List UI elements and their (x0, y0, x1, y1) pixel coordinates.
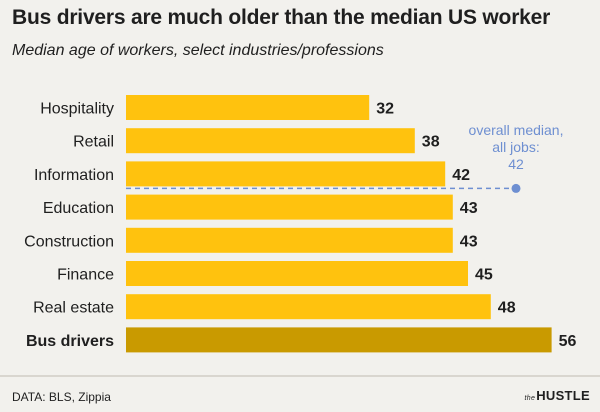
bar-education (126, 194, 453, 220)
chart-subtitle: Median age of workers, select industries… (12, 42, 384, 59)
median-marker-dot (511, 183, 521, 193)
brand-name: HUSTLE (536, 388, 590, 403)
bar-construction (126, 227, 453, 253)
brand-prefix: the (524, 395, 536, 402)
category-label: Retail (73, 134, 114, 151)
chart-title: Bus drivers are much older than the medi… (12, 6, 551, 29)
median-annotation-text: overall median, (469, 122, 564, 138)
value-label: 45 (475, 267, 493, 284)
value-label: 32 (376, 101, 394, 118)
value-label: 56 (559, 333, 577, 350)
bar-retail (126, 128, 415, 154)
category-label: Hospitality (40, 101, 114, 118)
source-text: DATA: BLS, Zippia (12, 390, 111, 404)
category-label: Information (34, 167, 114, 184)
bar-real-estate (126, 294, 491, 320)
category-label: Bus drivers (26, 333, 114, 350)
bar-bus-drivers (126, 327, 552, 353)
value-label: 43 (460, 200, 478, 217)
footer-divider (0, 375, 600, 377)
bar-information (126, 161, 446, 187)
bar-hospitality (126, 95, 370, 120)
value-label: 42 (452, 167, 470, 184)
category-label: Real estate (33, 300, 114, 317)
value-label: 48 (498, 300, 516, 317)
value-label: 43 (460, 233, 478, 250)
hustle-logo: theHUSTLE (525, 388, 590, 403)
bar-finance (126, 261, 468, 286)
median-annotation-text: all jobs: (492, 139, 539, 155)
category-label: Construction (24, 233, 114, 250)
value-label: 38 (422, 134, 440, 151)
category-label: Education (43, 200, 114, 217)
category-label: Finance (57, 267, 114, 284)
median-annotation-text: 42 (508, 156, 524, 172)
